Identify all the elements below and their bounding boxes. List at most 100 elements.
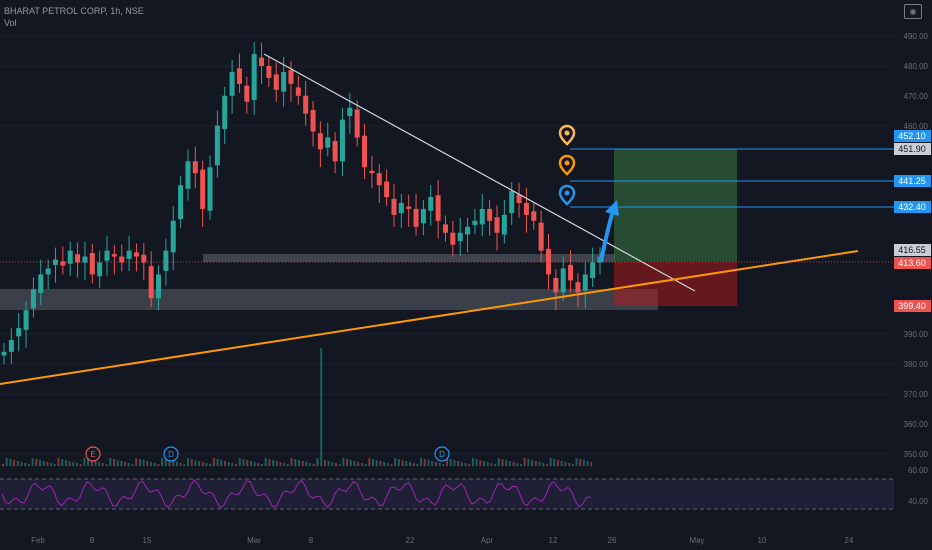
volume-bar [27,464,30,466]
volume-bar [275,461,278,466]
volume-bar [542,463,545,466]
volume-bar [249,461,252,466]
price-tag-bg [894,201,931,213]
candle [236,68,242,84]
volume-bar [13,460,16,466]
candle [119,256,125,263]
map-pin-icon[interactable] [558,124,576,146]
candle [354,109,360,138]
volume-bar [101,463,104,466]
y-tick-label: 370.00 [904,390,929,399]
candle [384,181,390,198]
up-arrow-icon[interactable] [599,200,619,263]
badge-circle [434,446,450,462]
price-tag: 413.60 [894,257,931,269]
candle [523,202,529,215]
candle [391,198,397,215]
map-pin-icon[interactable] [558,184,576,206]
x-tick-label: 8 [90,536,95,545]
volume-bar [557,460,559,466]
volume-bar [335,463,337,466]
candle [545,248,551,275]
volume-bar [305,462,308,466]
candle [325,137,331,148]
volume-bar [5,458,8,466]
volume-bar [79,464,82,466]
candle [45,268,51,275]
candle [465,226,471,235]
volume-bar [464,463,467,466]
volume-bar [505,460,508,466]
volume-bar [50,463,53,466]
volume-bar [179,463,182,466]
chart-header: BHARAT PETROL CORP, 1h, NSE Vol [4,6,144,28]
volume-bar [379,461,382,466]
y-tick-label: 360.00 [904,420,929,429]
candle [266,66,272,78]
price-tag-text: 452.10 [898,131,926,141]
candle [582,274,588,291]
support-zone [0,289,658,310]
volume-bar [390,464,393,466]
price-tag-bg [894,143,931,155]
symbol-title: BHARAT PETROL CORP, 1h, NSE [4,6,144,16]
x-tick-label: 22 [406,536,415,545]
volume-bar [298,460,300,466]
volume-bar [283,463,286,466]
x-tick-label: 10 [758,536,767,545]
candle [303,95,309,114]
candle [178,185,184,220]
volume-bar [520,464,522,466]
candle [295,87,301,96]
descending-trendline[interactable] [263,53,696,292]
volume-bar [264,458,267,466]
price-labels: 452.10 451.90 441.25 432.40 416.55 413.60 399.… [894,130,931,312]
volume-bar [161,458,164,466]
candle [457,232,463,242]
volume-label: Vol [4,18,17,28]
candle [369,170,375,174]
price-tag-text: 432.40 [898,202,926,212]
candle [310,110,316,132]
volume-bar [172,461,175,466]
candle [1,351,7,356]
candle [141,254,147,263]
ascending-trendline[interactable] [0,250,859,385]
volume-bar [427,460,430,466]
candle [479,208,485,225]
camera-icon[interactable]: ◉ [904,4,922,19]
candle [347,107,353,117]
volume-bar [39,460,41,466]
volume-bar [449,459,452,466]
volume-bar [394,458,397,466]
volume-bar [457,461,460,466]
volume-bar [327,461,330,466]
event-badge[interactable]: D [163,446,179,462]
x-tick-label: Apr [481,536,494,545]
volume-bar [564,462,567,466]
y-tick-label: 350.00 [904,450,929,459]
price-tag-bg [894,257,931,269]
volume-bar [235,464,238,466]
event-badge[interactable]: D [434,446,450,462]
volume-bar [72,462,75,466]
volume-bar [153,463,156,466]
event-badge[interactable]: E [85,446,101,462]
volume-bar [531,460,534,466]
volume-bar [512,462,515,466]
candle [133,252,139,257]
candle [60,261,66,266]
price-tag-bg [894,130,931,142]
volume-bar [516,463,519,466]
volume-bar [98,462,101,466]
trendlines [0,53,894,385]
candle [487,208,493,221]
rsi-line [1,479,591,509]
volume-bar [224,461,226,466]
y-tick-label: 480.00 [904,62,929,71]
candle [531,211,537,221]
price-tag: 416.55 [894,244,931,256]
map-pin-icon[interactable] [558,154,576,176]
